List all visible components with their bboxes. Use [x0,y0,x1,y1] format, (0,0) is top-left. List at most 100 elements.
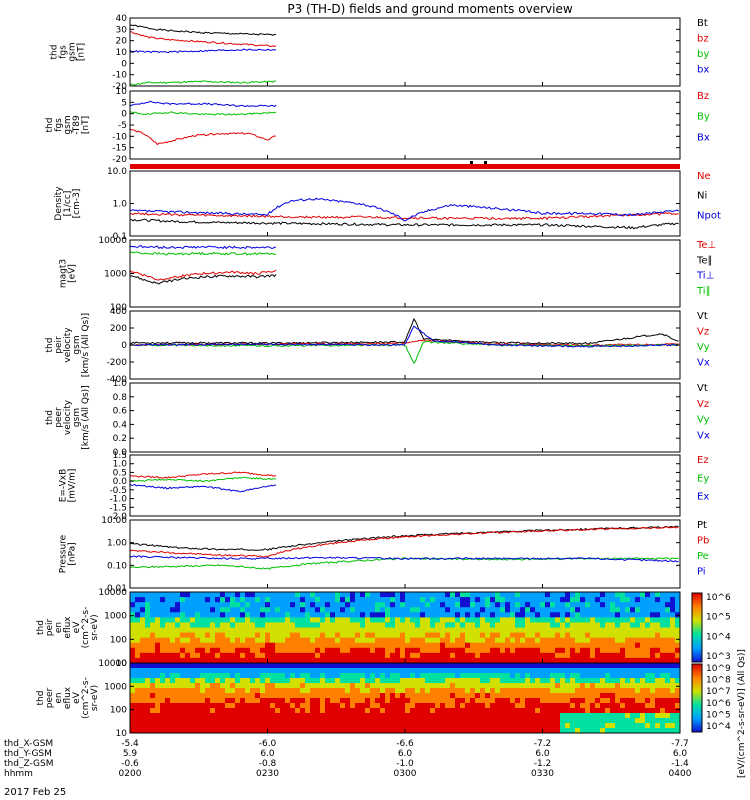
heatmap-cell [305,663,311,669]
heatmap-cell [490,657,496,664]
heatmap-cell [600,688,606,694]
heatmap-cell [450,647,456,654]
heatmap-cell [475,673,481,679]
legend-entry: Vz [697,327,709,338]
heatmap-cell [435,728,441,734]
heatmap-cell [645,617,651,623]
heatmap-cell [615,663,621,669]
heatmap-cell [245,652,251,659]
heatmap-cell [515,602,521,608]
heatmap-cell [665,663,671,669]
heatmap-cell [300,723,306,729]
heatmap-cell [130,647,136,654]
heatmap-cell [375,703,381,709]
heatmap-cell [420,642,426,649]
heatmap-cell [390,642,396,649]
heatmap-cell [550,713,556,719]
heatmap-cell [370,683,376,689]
heatmap-cell [670,637,676,644]
heatmap-cell [225,632,231,639]
heatmap-cell [370,673,376,679]
heatmap-cell [185,728,191,734]
heatmap-cell [250,693,256,699]
heatmap-cell [365,617,371,623]
heatmap-cell [325,683,331,689]
heatmap-cell [590,652,596,659]
heatmap-cell [420,657,426,664]
heatmap-cell [220,683,226,689]
figure-title: P3 (TH-D) fields and ground moments over… [287,2,572,16]
heatmap-cell [185,612,191,618]
y-axis-label: sr-eV) [90,685,100,711]
heatmap-cell [130,678,136,684]
heatmap-cell [570,617,576,623]
heatmap-cell [305,647,311,654]
heatmap-cell [615,617,621,623]
heatmap-cell [225,647,231,654]
heatmap-cell [420,612,426,618]
heatmap-cell [465,652,471,659]
heatmap-cell [550,637,556,644]
heatmap-cell [425,713,431,719]
heatmap-cell [180,663,186,669]
heatmap-cell [280,713,286,719]
heatmap-cell [175,657,181,664]
heatmap-cell [365,647,371,654]
heatmap-cell [605,708,611,714]
heatmap-cell [395,728,401,734]
heatmap-cell [465,678,471,684]
heatmap-cell [285,637,291,644]
heatmap-cell [650,597,656,603]
heatmap-cell [235,728,241,734]
heatmap-cell [545,728,551,734]
heatmap-cell [495,728,501,734]
heatmap-cell [180,728,186,734]
heatmap-cell [515,647,521,654]
heatmap-cell [540,632,546,639]
heatmap-cell [250,607,256,613]
heatmap-cell [500,723,506,729]
heatmap-cell [240,622,246,628]
heatmap-cell [640,663,646,669]
heatmap-cell [515,728,521,734]
heatmap-cell [365,597,371,603]
heatmap-cell [160,708,166,714]
heatmap-cell [250,602,256,608]
heatmap-cell [585,668,591,674]
heatmap-cell [390,647,396,654]
heatmap-cell [285,703,291,709]
heatmap-cell [545,683,551,689]
heatmap-cell [180,627,186,634]
heatmap-cell [260,647,266,654]
heatmap-cell [240,698,246,704]
heatmap-cell [440,592,446,598]
heatmap-cell [660,668,666,674]
heatmap-cell [285,683,291,689]
colorbar-tick-label: 10^8 [706,676,731,686]
heatmap-cell [220,698,226,704]
heatmap-cell [640,708,646,714]
heatmap-cell [185,647,191,654]
heatmap-cell [190,597,196,603]
heatmap-cell [280,602,286,608]
heatmap-cell [405,688,411,694]
heatmap-cell [550,642,556,649]
heatmap-cell [650,703,656,709]
heatmap-cell [380,592,386,598]
heatmap-cell [265,652,271,659]
heatmap-cell [675,622,681,628]
heatmap-cell [180,617,186,623]
heatmap-cell [265,713,271,719]
heatmap-cell [440,698,446,704]
heatmap-cell [535,602,541,608]
heatmap-cell [345,657,351,664]
heatmap-cell [300,673,306,679]
heatmap-cell [630,713,636,719]
heatmap-cell [290,647,296,654]
heatmap-cell [355,657,361,664]
legend-entry: Ti⊥ [696,271,714,282]
heatmap-cell [450,642,456,649]
heatmap-cell [165,688,171,694]
heatmap-cell [440,663,446,669]
heatmap-cell [490,632,496,639]
